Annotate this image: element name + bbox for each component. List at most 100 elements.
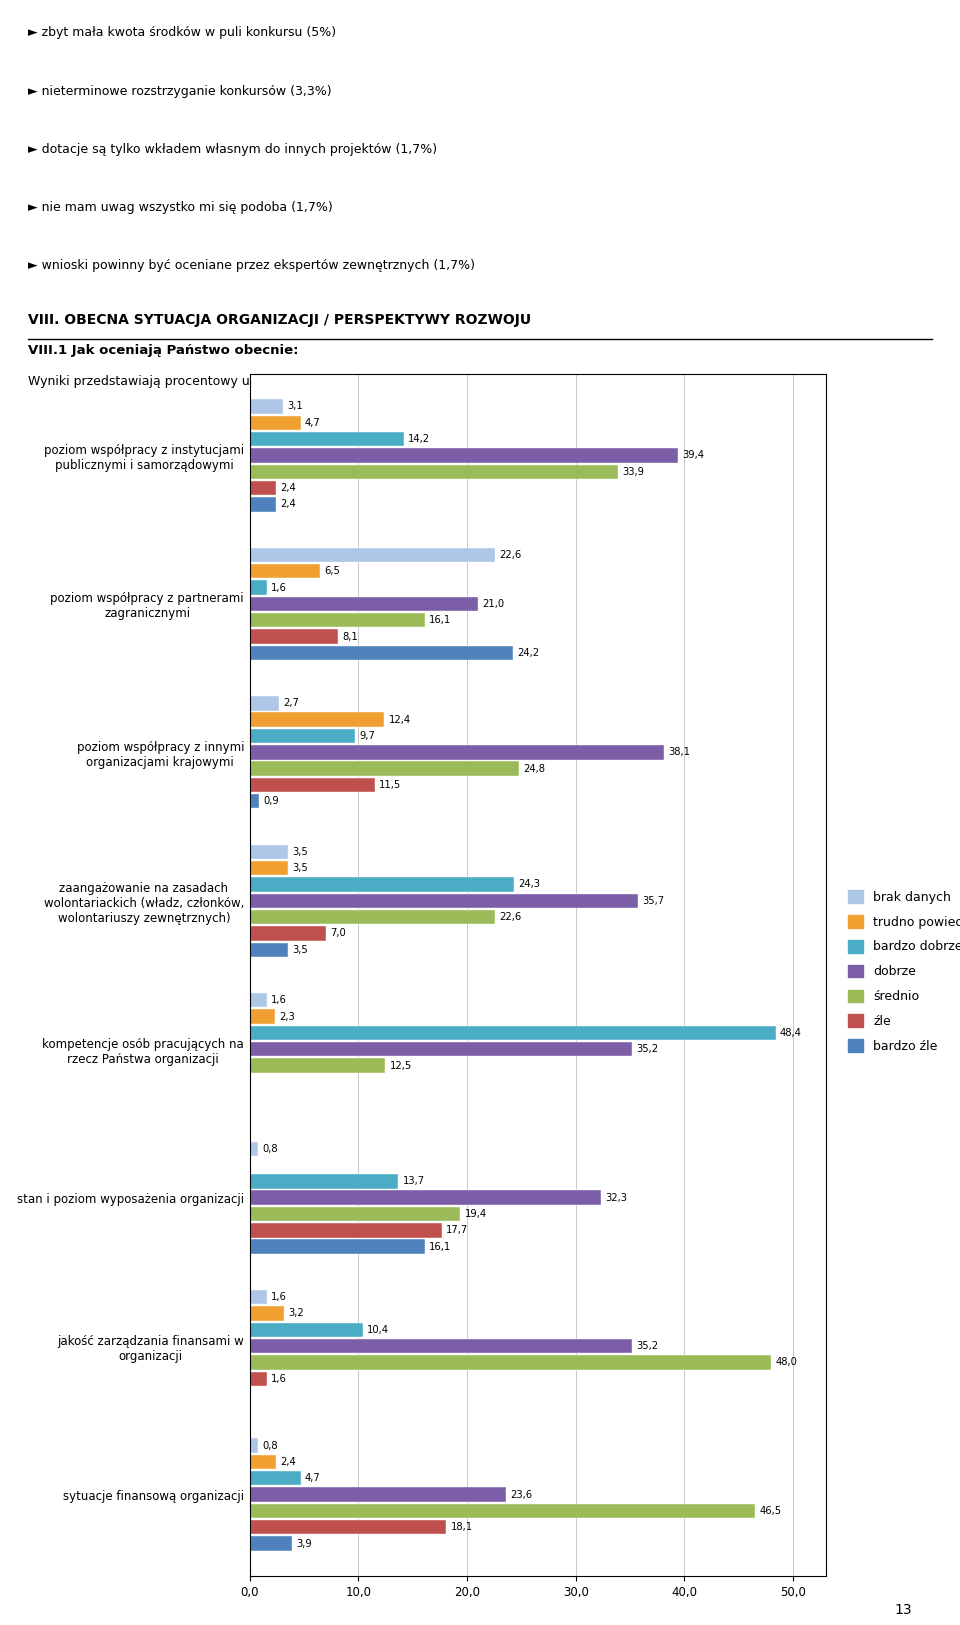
Text: 38,1: 38,1	[668, 748, 690, 757]
Text: 2,4: 2,4	[280, 483, 296, 492]
Text: 12,4: 12,4	[389, 715, 411, 725]
Bar	[250, 1487, 506, 1502]
Text: 24,3: 24,3	[518, 879, 540, 889]
Text: 3,5: 3,5	[292, 863, 308, 873]
Bar	[250, 1141, 258, 1155]
Bar	[250, 778, 374, 791]
Bar	[250, 465, 618, 479]
Bar	[250, 696, 279, 710]
Text: 46,5: 46,5	[759, 1506, 781, 1516]
Bar	[250, 728, 355, 743]
Bar	[250, 1009, 275, 1024]
Bar	[250, 1519, 446, 1534]
Text: 3,2: 3,2	[289, 1308, 304, 1318]
Bar	[250, 762, 519, 775]
Text: 35,2: 35,2	[636, 1045, 659, 1055]
Bar	[250, 1438, 258, 1453]
Bar	[250, 1191, 601, 1204]
Bar	[250, 1355, 771, 1370]
Text: 1,6: 1,6	[272, 1373, 287, 1384]
Text: 11,5: 11,5	[379, 780, 401, 790]
Text: 0,8: 0,8	[263, 1144, 278, 1154]
Text: 35,7: 35,7	[642, 895, 664, 905]
Text: 4,7: 4,7	[305, 1474, 321, 1484]
Text: 22,6: 22,6	[499, 912, 522, 921]
Bar	[250, 1058, 386, 1072]
Bar	[250, 449, 678, 463]
Bar	[250, 1240, 424, 1254]
Legend: brak danych, trudno powiedzieć, bardzo dobrze, dobrze, średnio, źle, bardzo źle: brak danych, trudno powiedzieć, bardzo d…	[844, 886, 960, 1058]
Bar	[250, 400, 283, 414]
Text: VIII.1 Jak oceniają Państwo obecnie:: VIII.1 Jak oceniają Państwo obecnie:	[29, 344, 299, 358]
Text: ► zbyt mała kwota środków w puli konkursu (5%): ► zbyt mała kwota środków w puli konkurs…	[29, 26, 337, 39]
Text: 23,6: 23,6	[511, 1490, 533, 1500]
Text: 22,6: 22,6	[499, 549, 522, 561]
Bar	[250, 1471, 300, 1485]
Text: 16,1: 16,1	[429, 1242, 451, 1251]
Bar	[250, 845, 288, 860]
Text: 18,1: 18,1	[450, 1523, 472, 1532]
Bar	[250, 481, 276, 496]
Text: 3,5: 3,5	[292, 847, 308, 856]
Bar	[250, 910, 495, 925]
Text: 3,1: 3,1	[288, 401, 303, 411]
Text: 33,9: 33,9	[622, 466, 644, 476]
Text: ► wnioski powinny być oceniane przez ekspertów zewnętrznych (1,7%): ► wnioski powinny być oceniane przez eks…	[29, 258, 475, 271]
Text: 1,6: 1,6	[272, 1292, 287, 1302]
Bar	[250, 596, 478, 611]
Text: 2,4: 2,4	[280, 1458, 296, 1467]
Text: 10,4: 10,4	[367, 1324, 389, 1334]
Bar	[250, 942, 288, 957]
Bar	[250, 1042, 632, 1056]
Bar	[250, 548, 495, 562]
Text: 1,6: 1,6	[272, 994, 287, 1006]
Text: 2,7: 2,7	[283, 699, 300, 708]
Text: 3,5: 3,5	[292, 944, 308, 955]
Text: 3,9: 3,9	[297, 1539, 312, 1549]
Text: 0,8: 0,8	[263, 1441, 278, 1451]
Bar	[250, 1503, 755, 1518]
Bar	[250, 629, 338, 644]
Bar	[250, 1224, 442, 1238]
Text: 21,0: 21,0	[482, 600, 504, 609]
Bar	[250, 795, 259, 809]
Text: 17,7: 17,7	[446, 1225, 468, 1235]
Text: 0,9: 0,9	[264, 796, 279, 806]
Text: 8,1: 8,1	[342, 632, 358, 642]
Bar	[250, 746, 663, 759]
Text: 7,0: 7,0	[330, 928, 346, 938]
Bar	[250, 1306, 284, 1321]
Text: VIII. OBECNA SYTUACJA ORGANIZACJI / PERSPEKTYWY ROZWOJU: VIII. OBECNA SYTUACJA ORGANIZACJI / PERS…	[29, 314, 532, 327]
Bar	[250, 993, 267, 1008]
Bar	[250, 432, 404, 447]
Text: 1,6: 1,6	[272, 582, 287, 593]
Bar	[250, 564, 321, 578]
Bar	[250, 1536, 292, 1550]
Bar	[250, 1339, 632, 1354]
Bar	[250, 1025, 776, 1040]
Text: 39,4: 39,4	[683, 450, 704, 460]
Text: 24,2: 24,2	[516, 648, 540, 658]
Bar	[250, 1454, 276, 1469]
Bar	[250, 861, 288, 876]
Text: 2,4: 2,4	[280, 499, 296, 509]
Text: 48,4: 48,4	[780, 1029, 802, 1038]
Text: 9,7: 9,7	[359, 731, 375, 741]
Bar	[250, 1207, 461, 1222]
Text: ► dotacje są tylko wkładem własnym do innych projektów (1,7%): ► dotacje są tylko wkładem własnym do in…	[29, 143, 438, 156]
Bar	[250, 497, 276, 512]
Text: ► nieterminowe rozstrzyganie konkursów (3,3%): ► nieterminowe rozstrzyganie konkursów (…	[29, 84, 332, 98]
Text: 6,5: 6,5	[324, 566, 341, 577]
Text: 35,2: 35,2	[636, 1341, 659, 1350]
Text: 32,3: 32,3	[605, 1193, 627, 1202]
Text: 24,8: 24,8	[523, 764, 545, 774]
Bar	[250, 1290, 267, 1305]
Bar	[250, 645, 513, 660]
Bar	[250, 1323, 363, 1337]
Text: 4,7: 4,7	[305, 418, 321, 427]
Text: 19,4: 19,4	[465, 1209, 487, 1219]
Text: 48,0: 48,0	[776, 1357, 798, 1368]
Text: 14,2: 14,2	[408, 434, 430, 444]
Text: 13,7: 13,7	[403, 1176, 425, 1186]
Bar	[250, 1372, 267, 1386]
